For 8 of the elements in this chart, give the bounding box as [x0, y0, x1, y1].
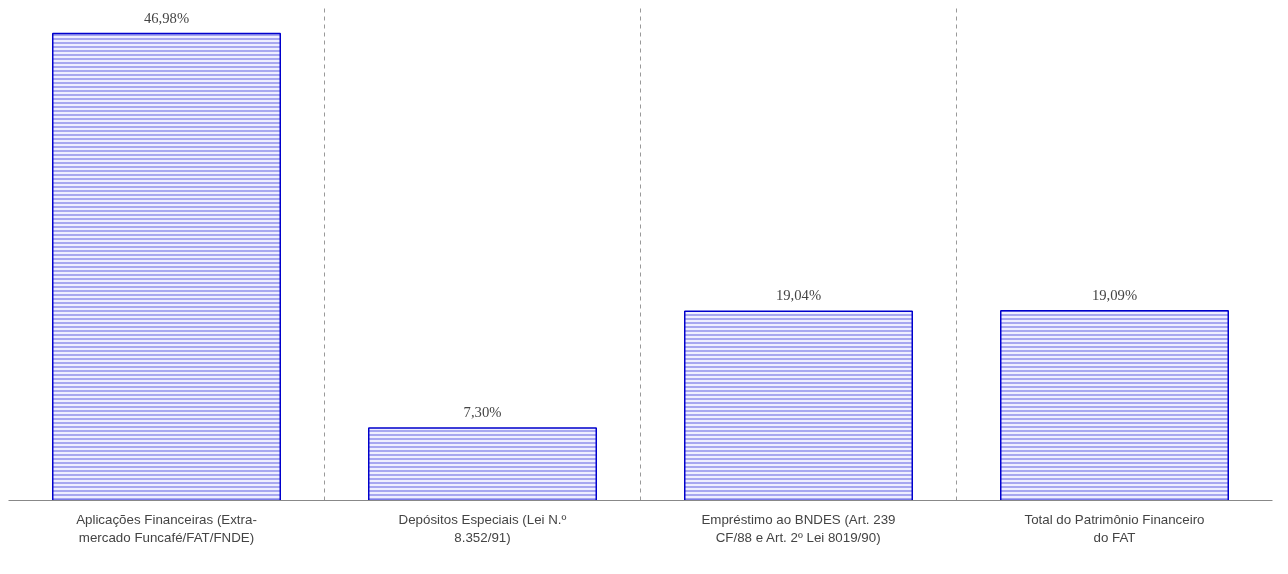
x-tick-label: Aplicações Financeiras (Extra-mercado Funcafé/FAT/FNDE) [76, 511, 257, 545]
data-label: 19,09% [1091, 286, 1138, 303]
x-tick-label: Depósitos Especiais (Lei N.º 8.352/91) [398, 511, 567, 545]
x-tick-label: Total do Patrimônio Financeiro do FAT [1024, 511, 1205, 545]
data-label: 7,30% [463, 403, 502, 420]
data-label: 46,98% [143, 9, 190, 26]
x-tick-label: Empréstimo ao BNDES (Art. 239 CF/88 e Art. 2º Lei 8019/90) [701, 511, 896, 545]
data-label: 19,04% [775, 287, 822, 304]
